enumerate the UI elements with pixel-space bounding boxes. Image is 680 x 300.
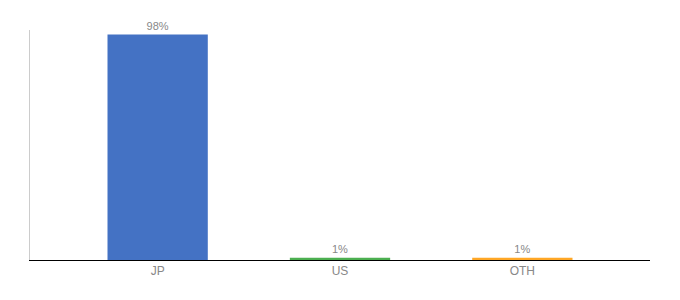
svg-text:JP: JP [151,264,165,278]
svg-text:US: US [332,264,349,278]
svg-text:1%: 1% [332,243,348,255]
svg-text:1%: 1% [514,243,530,255]
svg-text:98%: 98% [147,20,169,32]
svg-text:OTH: OTH [510,264,535,278]
